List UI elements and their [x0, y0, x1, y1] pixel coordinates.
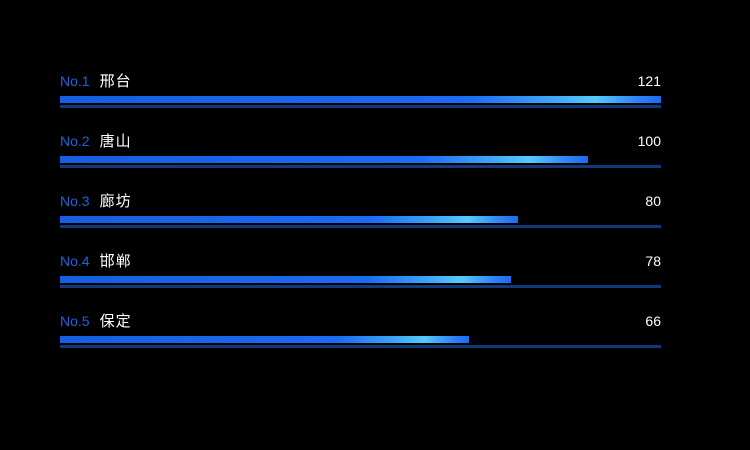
rank-badge: No.4 [60, 253, 90, 269]
value-label: 80 [645, 193, 661, 209]
row-head: No.4 邯郸 78 [60, 252, 661, 271]
value-label: 121 [637, 73, 661, 89]
rank-badge: No.5 [60, 313, 90, 329]
bar-baseline [60, 345, 661, 348]
row-head: No.2 唐山 100 [60, 132, 661, 151]
ranking-row-1: No.1 邢台 121 [60, 64, 661, 124]
value-label: 78 [645, 253, 661, 269]
row-head: No.1 邢台 121 [60, 72, 661, 91]
value-label: 66 [645, 313, 661, 329]
bar-baseline [60, 285, 661, 288]
value-label: 100 [637, 133, 661, 149]
ranking-row-5: No.5 保定 66 [60, 304, 661, 364]
rank-badge: No.1 [60, 73, 90, 89]
bar-area [60, 96, 661, 108]
value-bar [60, 216, 518, 223]
value-bar [60, 336, 470, 343]
ranking-row-3: No.3 廊坊 80 [60, 184, 661, 244]
bar-area [60, 336, 661, 348]
bar-baseline [60, 105, 661, 108]
row-head: No.5 保定 66 [60, 312, 661, 331]
city-label: 唐山 [99, 133, 132, 150]
bar-area [60, 276, 661, 288]
city-label: 保定 [99, 313, 132, 330]
ranking-row-4: No.4 邯郸 78 [60, 244, 661, 304]
ranking-row-2: No.2 唐山 100 [60, 124, 661, 184]
city-label: 邢台 [99, 73, 132, 90]
value-bar [60, 276, 511, 283]
rank-badge: No.2 [60, 133, 90, 149]
value-bar [60, 96, 661, 103]
city-label: 廊坊 [99, 193, 132, 210]
city-label: 邯郸 [99, 253, 132, 270]
rank-badge: No.3 [60, 193, 90, 209]
bar-area [60, 216, 661, 228]
bar-area [60, 156, 661, 168]
value-bar [60, 156, 589, 163]
city-ranking-list: No.1 邢台 121 No.2 唐山 100 No.3 廊 [60, 64, 661, 364]
bar-baseline [60, 165, 661, 168]
bar-baseline [60, 225, 661, 228]
row-head: No.3 廊坊 80 [60, 192, 661, 211]
